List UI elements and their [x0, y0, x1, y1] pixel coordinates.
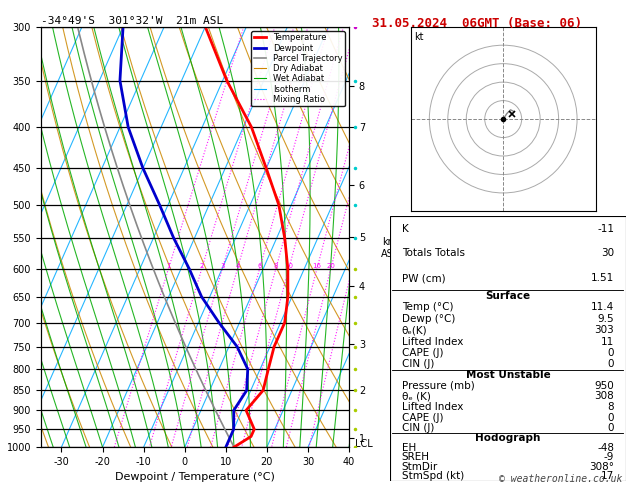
Y-axis label: km
ASL: km ASL	[381, 237, 399, 259]
Text: K: K	[402, 224, 408, 234]
Y-axis label: hPa: hPa	[0, 227, 1, 247]
Text: 20: 20	[326, 263, 335, 269]
Text: CIN (J): CIN (J)	[402, 359, 434, 369]
Text: 31.05.2024  06GMT (Base: 06): 31.05.2024 06GMT (Base: 06)	[372, 17, 582, 30]
Text: 8: 8	[608, 402, 614, 412]
Text: 11.4: 11.4	[591, 302, 614, 312]
Text: -9: -9	[604, 452, 614, 462]
Text: -48: -48	[597, 443, 614, 453]
Text: Temp (°C): Temp (°C)	[402, 302, 454, 312]
Text: 6: 6	[257, 263, 262, 269]
Text: 30: 30	[601, 248, 614, 259]
Text: Lifted Index: Lifted Index	[402, 336, 463, 347]
Text: EH: EH	[402, 443, 416, 453]
Text: 2: 2	[199, 263, 204, 269]
Text: 11: 11	[601, 336, 614, 347]
Text: SREH: SREH	[402, 452, 430, 462]
Text: Hodograph: Hodograph	[476, 433, 540, 443]
Text: 308: 308	[594, 391, 614, 401]
Text: StmDir: StmDir	[402, 462, 438, 472]
Text: Pressure (mb): Pressure (mb)	[402, 381, 474, 391]
Text: StmSpd (kt): StmSpd (kt)	[402, 471, 464, 481]
Text: 0: 0	[608, 359, 614, 369]
Text: -34°49'S  301°32'W  21m ASL: -34°49'S 301°32'W 21m ASL	[41, 16, 223, 26]
Text: Dewp (°C): Dewp (°C)	[402, 314, 455, 324]
Text: 17: 17	[601, 471, 614, 481]
Text: θₑ (K): θₑ (K)	[402, 391, 431, 401]
X-axis label: Dewpoint / Temperature (°C): Dewpoint / Temperature (°C)	[115, 472, 275, 483]
Text: 0: 0	[608, 413, 614, 422]
Text: 4: 4	[235, 263, 240, 269]
Text: Most Unstable: Most Unstable	[465, 370, 550, 380]
Text: CAPE (J): CAPE (J)	[402, 348, 443, 358]
Text: Lifted Index: Lifted Index	[402, 402, 463, 412]
Text: PW (cm): PW (cm)	[402, 273, 445, 283]
Text: 9.5: 9.5	[598, 314, 614, 324]
Text: Surface: Surface	[486, 291, 530, 301]
Text: 308°: 308°	[589, 462, 614, 472]
Text: kt: kt	[415, 32, 424, 42]
Text: 10: 10	[284, 263, 293, 269]
Text: -11: -11	[597, 224, 614, 234]
Text: 303: 303	[594, 325, 614, 335]
Text: 8: 8	[274, 263, 278, 269]
Text: LCL: LCL	[355, 438, 373, 449]
Text: 950: 950	[594, 381, 614, 391]
Text: Totals Totals: Totals Totals	[402, 248, 465, 259]
Legend: Temperature, Dewpoint, Parcel Trajectory, Dry Adiabat, Wet Adiabat, Isotherm, Mi: Temperature, Dewpoint, Parcel Trajectory…	[251, 31, 345, 106]
Text: 1.51: 1.51	[591, 273, 614, 283]
Text: 16: 16	[313, 263, 321, 269]
Text: θₑ(K): θₑ(K)	[402, 325, 427, 335]
Text: © weatheronline.co.uk: © weatheronline.co.uk	[499, 473, 623, 484]
Text: 0: 0	[608, 423, 614, 433]
Text: CIN (J): CIN (J)	[402, 423, 434, 433]
Text: 1: 1	[166, 263, 170, 269]
Text: CAPE (J): CAPE (J)	[402, 413, 443, 422]
Text: 0: 0	[608, 348, 614, 358]
Text: 3: 3	[220, 263, 225, 269]
